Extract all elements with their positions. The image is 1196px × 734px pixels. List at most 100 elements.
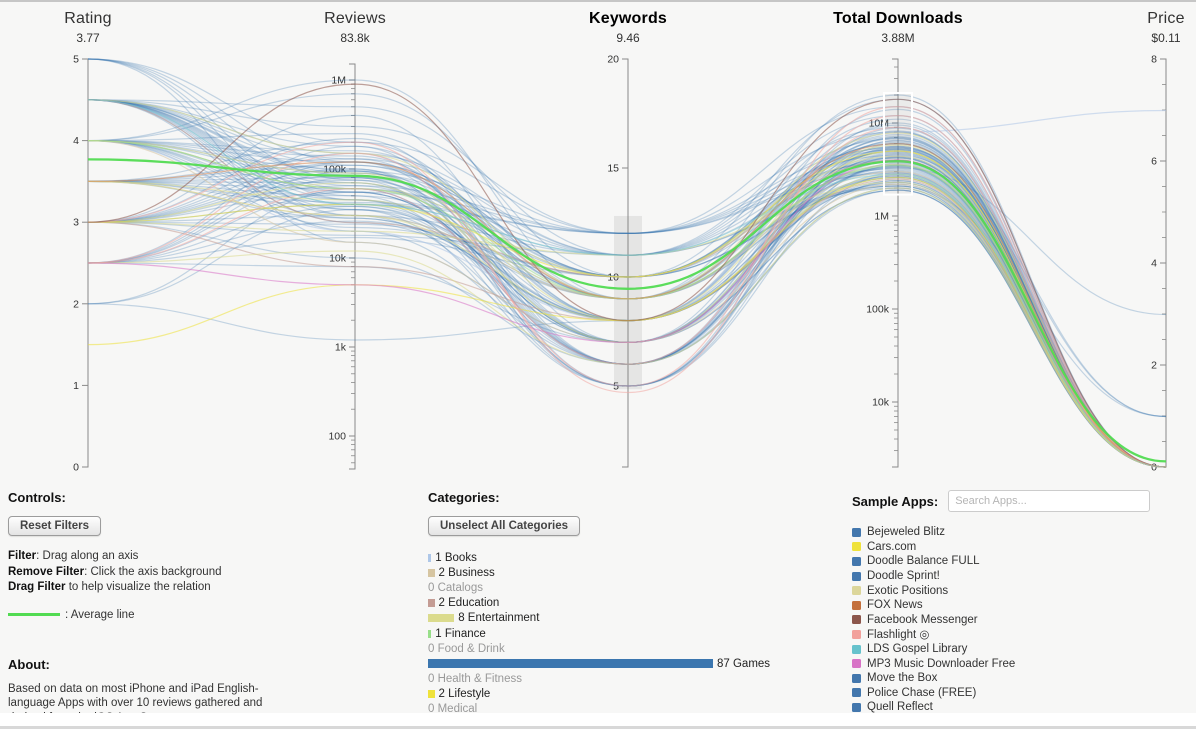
app-color-swatch bbox=[852, 688, 861, 698]
sample-app-row[interactable]: Exotic Positions bbox=[852, 583, 1192, 598]
app-label: LDS Gospel Library bbox=[867, 643, 968, 656]
categories-section: Categories: Unselect All Categories 1 Bo… bbox=[428, 490, 800, 713]
category-bar bbox=[428, 690, 435, 699]
axis-title[interactable]: Price bbox=[1147, 10, 1185, 27]
unselect-all-categories-button[interactable]: Unselect All Categories bbox=[428, 516, 581, 536]
category-bar bbox=[428, 553, 432, 562]
axis-header-price[interactable]: Price $0.11 bbox=[1147, 10, 1184, 45]
axis-title[interactable]: Keywords bbox=[588, 10, 668, 27]
axis-header-reviews[interactable]: Reviews 83.8k bbox=[324, 10, 386, 45]
svg-text:20: 20 bbox=[607, 54, 619, 66]
app-label: Facebook Messenger bbox=[867, 613, 978, 626]
app-label: Exotic Positions bbox=[867, 584, 949, 597]
sample-apps-header: Sample Apps: bbox=[852, 490, 1192, 512]
help-row-filter: Filter: Drag along an axis bbox=[8, 550, 139, 562]
average-line-legend: : Average line bbox=[8, 609, 296, 621]
axis-average-value: 83.8k bbox=[340, 31, 370, 45]
svg-text:100k: 100k bbox=[866, 304, 890, 316]
average-line-label: : Average line bbox=[65, 608, 135, 621]
app-color-swatch bbox=[852, 571, 861, 581]
svg-text:8: 8 bbox=[1151, 54, 1157, 66]
axis-header-rating[interactable]: Rating 3.77 bbox=[64, 10, 111, 45]
category-row[interactable]: 1 Books bbox=[428, 550, 800, 565]
category-label: 1 Finance bbox=[435, 627, 486, 640]
category-bar bbox=[428, 614, 455, 623]
sample-app-row[interactable]: Police Chase (FREE) bbox=[852, 686, 1192, 701]
category-row[interactable]: 1 Finance bbox=[428, 626, 800, 641]
sample-app-row[interactable]: Bejeweled Blitz bbox=[852, 525, 1192, 540]
app-color-swatch bbox=[852, 556, 861, 566]
sample-apps-section: Sample Apps: Bejeweled Blitz Cars.com Do… bbox=[852, 490, 1192, 713]
sample-apps-heading: Sample Apps: bbox=[852, 493, 939, 509]
categories-heading: Categories: bbox=[428, 490, 500, 505]
app-label: Move the Box bbox=[867, 672, 938, 685]
app-color-swatch bbox=[852, 629, 861, 639]
svg-text:5: 5 bbox=[73, 54, 79, 66]
axis-average-value: 3.88M bbox=[881, 31, 915, 45]
category-bar bbox=[428, 659, 713, 669]
app-label: Flashlight ◎ bbox=[867, 629, 930, 642]
sample-app-row[interactable]: FOX News bbox=[852, 598, 1192, 613]
sample-app-list: Bejeweled Blitz Cars.com Doodle Balance … bbox=[852, 525, 1192, 713]
category-list: 1 Books 2 Business 0 Catalogs 2 Educatio… bbox=[428, 550, 800, 713]
sample-app-row[interactable]: LDS Gospel Library bbox=[852, 642, 1192, 657]
help-row-drag-filter: Drag Filter to help visualize the relati… bbox=[8, 581, 211, 593]
category-row[interactable]: 0 Health & Fitness bbox=[428, 672, 800, 687]
sample-app-row[interactable]: Quell Reflect bbox=[852, 700, 1192, 713]
chart-area: 0123451001k10k100k1M510152010k100k1M10M0… bbox=[0, 2, 1196, 482]
category-label: 0 Health & Fitness bbox=[428, 673, 522, 686]
axis-title[interactable]: Total Downloads bbox=[833, 10, 963, 27]
svg-text:5: 5 bbox=[613, 381, 619, 393]
svg-text:10: 10 bbox=[607, 272, 619, 284]
sample-app-row[interactable]: Flashlight ◎ bbox=[852, 627, 1192, 642]
category-row[interactable]: 0 Catalogs bbox=[428, 580, 800, 595]
category-row[interactable]: 0 Medical bbox=[428, 702, 800, 713]
app-color-swatch bbox=[852, 586, 861, 596]
category-label: 1 Books bbox=[435, 551, 477, 564]
sample-app-row[interactable]: Facebook Messenger bbox=[852, 613, 1192, 628]
axis-header-total-downloads[interactable]: Total Downloads 3.88M bbox=[833, 10, 963, 45]
axis-average-value: $0.11 bbox=[1151, 31, 1181, 45]
page-bottom-gap bbox=[0, 713, 1196, 726]
sample-app-row[interactable]: Doodle Balance FULL bbox=[852, 554, 1192, 569]
category-label: 87 Games bbox=[717, 657, 771, 670]
category-row[interactable]: 87 Games bbox=[428, 656, 800, 671]
sample-app-row[interactable]: Cars.com bbox=[852, 540, 1192, 555]
category-label: 8 Entertainment bbox=[458, 612, 540, 625]
app-color-swatch bbox=[852, 542, 861, 552]
category-row[interactable]: 2 Business bbox=[428, 565, 800, 580]
category-row[interactable]: 0 Food & Drink bbox=[428, 641, 800, 656]
svg-text:10k: 10k bbox=[329, 253, 347, 265]
app-color-swatch bbox=[852, 600, 861, 610]
category-label: 2 Business bbox=[438, 566, 495, 579]
app-store-parallel-coordinates-page: 0123451001k10k100k1M510152010k100k1M10M0… bbox=[0, 0, 1196, 713]
svg-text:1: 1 bbox=[73, 380, 79, 392]
sample-app-row[interactable]: Move the Box bbox=[852, 671, 1192, 686]
app-color-swatch bbox=[852, 644, 861, 654]
axis-average-value: 3.77 bbox=[76, 31, 100, 45]
axis-title[interactable]: Reviews bbox=[324, 10, 386, 27]
axis-title[interactable]: Rating bbox=[64, 10, 112, 27]
svg-text:3: 3 bbox=[73, 217, 79, 229]
controls-section: Controls: Reset Filters Filter: Drag alo… bbox=[8, 490, 296, 713]
sample-app-row[interactable]: MP3 Music Downloader Free bbox=[852, 656, 1192, 671]
search-apps-input[interactable] bbox=[948, 490, 1151, 512]
parallel-coords-svg[interactable]: 0123451001k10k100k1M510152010k100k1M10M0… bbox=[0, 2, 1196, 482]
app-color-swatch bbox=[852, 659, 861, 669]
svg-text:1M: 1M bbox=[874, 211, 889, 223]
app-label: MP3 Music Downloader Free bbox=[867, 657, 1016, 670]
sample-app-row[interactable]: Doodle Sprint! bbox=[852, 569, 1192, 584]
about-text: Based on data on most iPhone and iPad En… bbox=[8, 682, 263, 714]
svg-text:0: 0 bbox=[73, 462, 79, 474]
app-color-swatch bbox=[852, 673, 861, 683]
category-bar bbox=[428, 629, 432, 638]
svg-text:1k: 1k bbox=[335, 342, 347, 354]
axis-header-keywords[interactable]: Keywords 9.46 bbox=[589, 10, 667, 45]
category-row[interactable]: 8 Entertainment bbox=[428, 611, 800, 626]
category-row[interactable]: 2 Lifestyle bbox=[428, 687, 800, 702]
category-label: 2 Education bbox=[438, 597, 500, 610]
svg-text:2: 2 bbox=[1151, 360, 1157, 372]
category-row[interactable]: 2 Education bbox=[428, 596, 800, 611]
reset-filters-button[interactable]: Reset Filters bbox=[8, 516, 102, 536]
svg-text:2: 2 bbox=[73, 298, 79, 310]
